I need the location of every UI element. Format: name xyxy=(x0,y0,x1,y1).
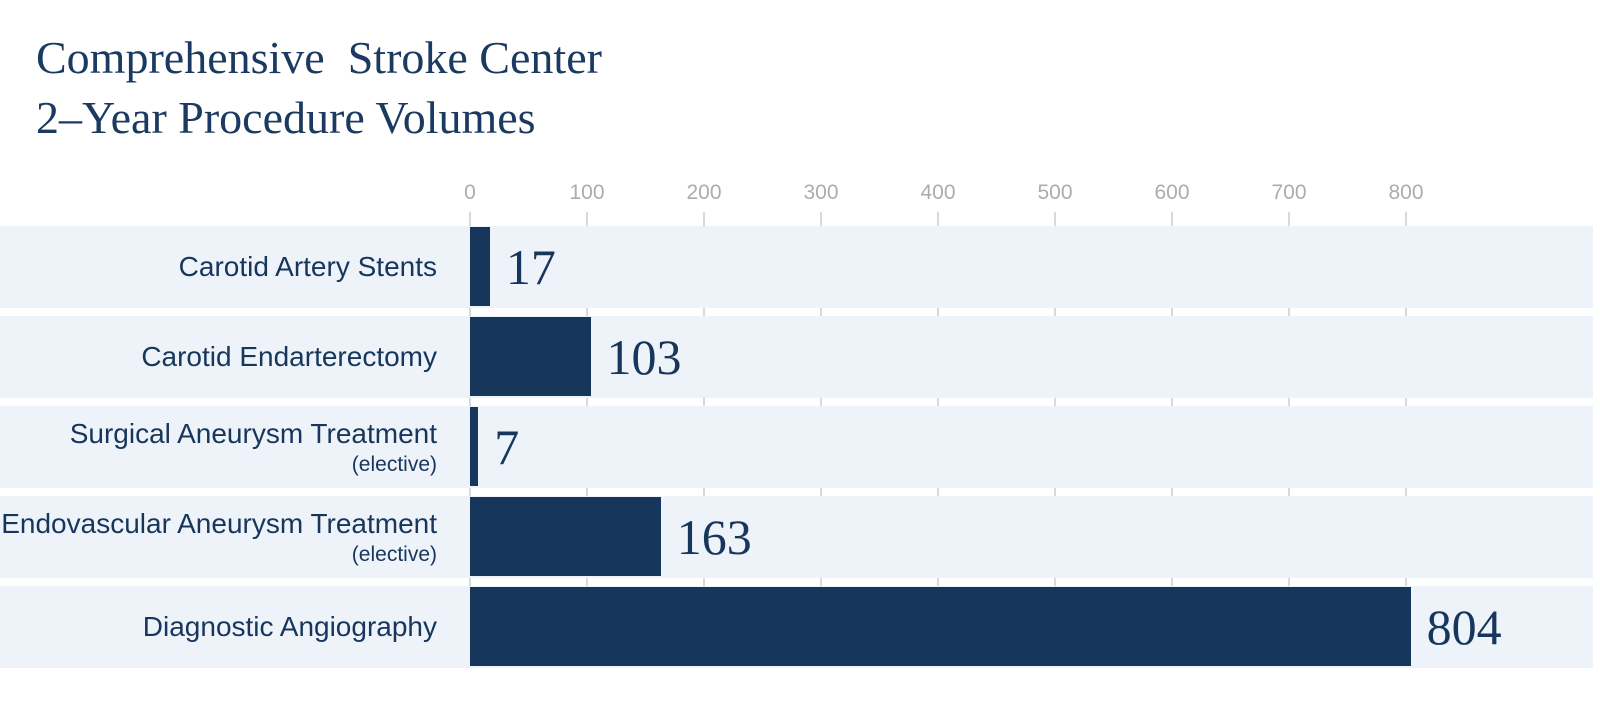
row-band xyxy=(0,496,1593,578)
value-label: 7 xyxy=(494,419,520,475)
row-band xyxy=(0,316,1593,398)
value-label: 163 xyxy=(676,509,752,565)
x-axis-tick-label: 500 xyxy=(1037,181,1073,204)
x-axis-tick-label: 200 xyxy=(686,181,722,204)
bar xyxy=(470,497,661,576)
value-label: 804 xyxy=(1426,599,1502,655)
x-axis-tick-label: 400 xyxy=(920,181,956,204)
category-label: Diagnostic Angiography xyxy=(0,586,437,668)
x-axis-tick-label: 600 xyxy=(1154,181,1190,204)
category-sublabel: (elective) xyxy=(351,542,437,566)
bar xyxy=(470,407,479,486)
chart-title-line-2: 2–Year Procedure Volumes xyxy=(36,92,536,143)
category-label: Carotid Artery Stents xyxy=(0,226,437,308)
chart-title: Comprehensive Stroke Center 2–Year Proce… xyxy=(36,28,602,148)
bar xyxy=(470,587,1411,666)
category-label-text: Diagnostic Angiography xyxy=(142,611,437,642)
category-label-text: Carotid Endarterectomy xyxy=(141,341,437,372)
chart-title-line-1: Comprehensive Stroke Center xyxy=(36,32,602,83)
category-label: Surgical Aneurysm Treatment (elective) xyxy=(0,406,437,488)
x-axis-tick-label: 100 xyxy=(569,181,605,204)
category-label: Endovascular Aneurysm Treatment (elective… xyxy=(0,496,437,578)
x-axis-tick-label: 300 xyxy=(803,181,839,204)
x-axis-tick-label: 0 xyxy=(464,181,476,204)
x-axis-tick-label: 800 xyxy=(1388,181,1424,204)
value-label: 103 xyxy=(606,329,682,385)
category-sublabel: (elective) xyxy=(351,452,437,476)
x-axis-tick-label: 700 xyxy=(1271,181,1307,204)
value-label: 17 xyxy=(505,239,556,295)
bar xyxy=(470,317,591,396)
category-label-text: Surgical Aneurysm Treatment xyxy=(69,417,437,449)
bar xyxy=(470,227,490,306)
category-label: Carotid Endarterectomy xyxy=(0,316,437,398)
row-band xyxy=(0,406,1593,488)
category-label-text: Carotid Artery Stents xyxy=(178,251,437,282)
row-band xyxy=(0,226,1593,308)
category-label-text: Endovascular Aneurysm Treatment xyxy=(1,507,437,539)
